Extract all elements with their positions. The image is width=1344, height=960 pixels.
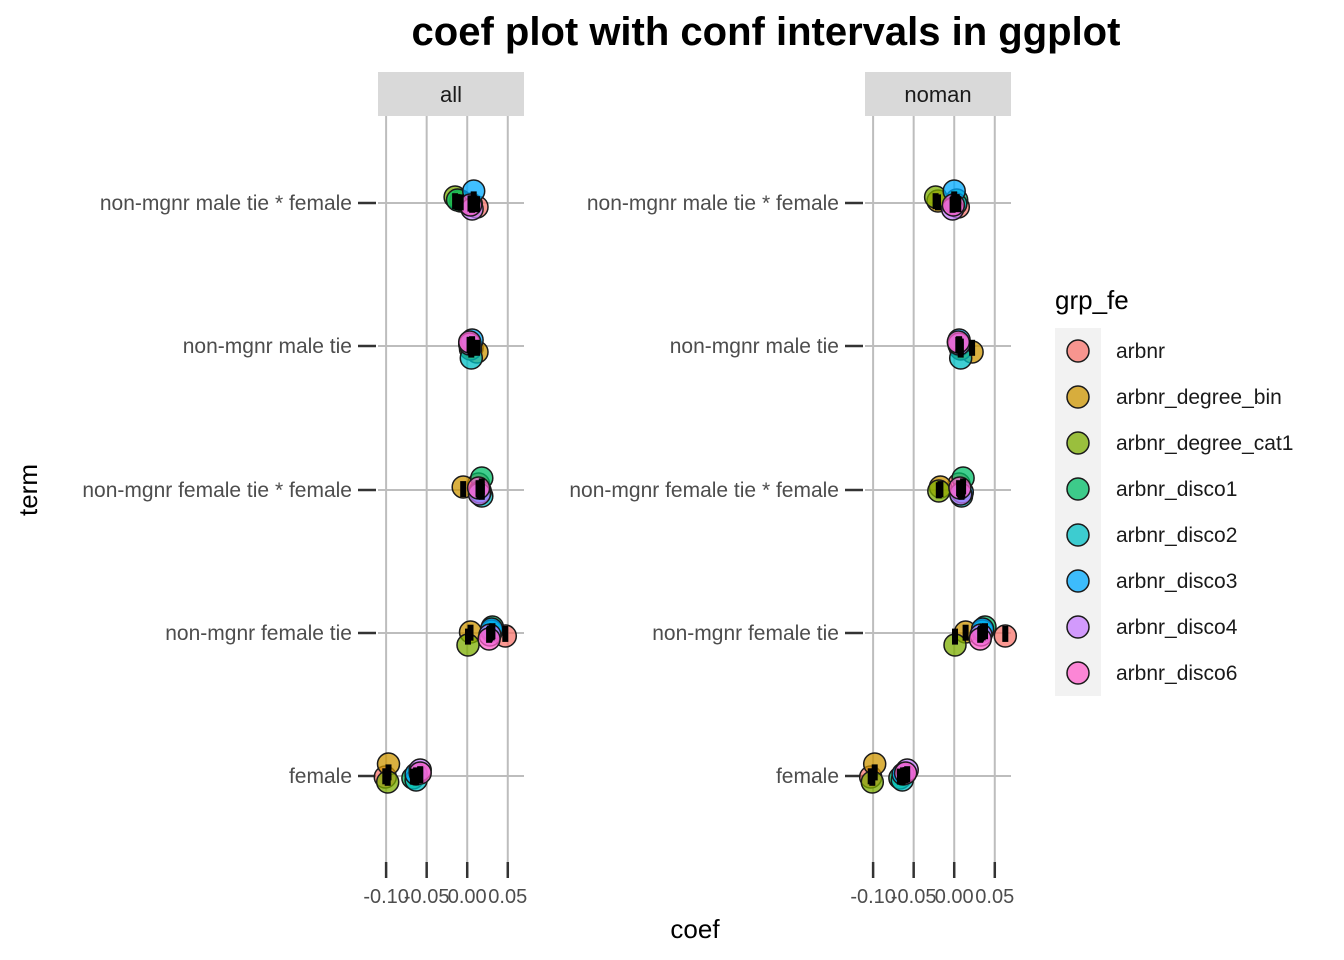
legend-label: arbnr <box>1116 340 1165 363</box>
legend-label: arbnr_disco6 <box>1116 662 1237 685</box>
conf-interval-marker <box>460 481 467 498</box>
legend-swatch-arbnr-degree-bin <box>1066 385 1090 409</box>
conf-interval-marker <box>454 194 461 211</box>
conf-interval-marker <box>1002 625 1009 642</box>
labels-noman: -0.10-0.050.00 0.05 non-mgnr male tie * fe… <box>569 192 1014 908</box>
x-axis-title: coef <box>670 914 720 944</box>
conf-interval-marker <box>457 194 464 211</box>
legend-swatch-arbnr-disco2 <box>1066 523 1090 547</box>
conf-interval-marker <box>465 628 471 645</box>
conf-interval-marker <box>869 769 876 786</box>
legend-title: grp_fe <box>1055 285 1129 315</box>
ticks-noman <box>845 201 997 878</box>
chart-title: coef plot with conf intervals in ggplot <box>412 10 1121 54</box>
facet-panel-noman: noman -0.10-0.050.00 0.05 non-mgnr male ti… <box>569 72 1018 908</box>
conf-interval-marker <box>935 482 942 499</box>
x-tick-label: -0.05 <box>891 886 937 908</box>
conf-interval-marker <box>932 193 939 210</box>
facet-strip-noman <box>865 72 1011 116</box>
conf-interval-marker <box>409 768 416 785</box>
conf-interval-marker <box>413 767 420 784</box>
legend-label: arbnr_disco2 <box>1116 524 1237 547</box>
y-tick-label: female <box>776 765 839 788</box>
y-tick-label: non-mgnr male tie * female <box>100 192 352 215</box>
conf-interval-marker <box>384 769 391 786</box>
conf-interval-marker <box>502 625 509 642</box>
conf-interval-marker <box>474 196 480 213</box>
legend-swatch-arbnr-disco1 <box>1066 477 1090 501</box>
y-tick-label: female <box>289 765 352 788</box>
y-tick-label: non-mgnr male tie <box>670 335 839 358</box>
facet-strip-label-noman: noman <box>904 82 971 107</box>
conf-interval-marker <box>466 336 473 353</box>
x-tick-label: 0.05 <box>975 886 1014 908</box>
legend-swatch-arbnr-disco3 <box>1066 569 1090 593</box>
conf-interval-marker <box>467 195 474 212</box>
conf-interval-marker <box>902 767 909 784</box>
y-tick-label: non-mgnr male tie * female <box>587 192 839 215</box>
grid-all <box>378 116 524 862</box>
y-tick-label: non-mgnr female tie * female <box>569 479 839 502</box>
conf-interval-marker <box>475 481 482 498</box>
legend-swatch-arbnr-disco4 <box>1066 615 1090 639</box>
points-noman <box>858 179 1018 794</box>
points-all <box>373 179 518 794</box>
facet-strip-all <box>378 72 524 116</box>
legend-label: arbnr_disco3 <box>1116 570 1237 593</box>
conf-interval-marker <box>950 195 957 212</box>
conf-interval-marker <box>956 481 963 498</box>
x-tick-label: -0.10 <box>850 886 896 908</box>
ticks-all <box>358 201 510 878</box>
y-tick-label: non-mgnr male tie <box>183 335 352 358</box>
x-tick-label: -0.10 <box>363 886 409 908</box>
facet-panel-all: all -0.10-0.050.00 0.05 non-mgnr male tie … <box>82 72 527 908</box>
conf-interval-marker <box>417 767 424 784</box>
conf-interval-marker <box>977 626 984 643</box>
legend-swatch-arbnr-disco6 <box>1066 661 1090 685</box>
y-tick-label: non-mgnr female tie * female <box>82 479 352 502</box>
legend-swatch-arbnr <box>1066 339 1090 363</box>
conf-interval-marker <box>962 624 969 641</box>
legend-label: arbnr_disco4 <box>1116 616 1238 639</box>
legend-label: arbnr_disco1 <box>1116 478 1237 501</box>
x-tick-label: 0.05 <box>488 886 527 908</box>
conf-interval-marker <box>952 628 958 645</box>
legend-label: arbnr_degree_cat1 <box>1116 432 1293 455</box>
facet-strip-label-all: all <box>440 82 462 107</box>
y-tick-label: non-mgnr female tie <box>165 622 352 645</box>
labels-all: -0.10-0.050.00 0.05 non-mgnr male tie * fe… <box>82 192 527 908</box>
x-tick-label: 0.00 <box>448 886 487 908</box>
legend: grp_fe arbnr arbnr_degree_bin arbnr_degree… <box>1055 285 1293 696</box>
conf-interval-marker <box>474 339 480 356</box>
y-tick-label: non-mgnr female tie <box>652 622 839 645</box>
x-tick-label: -0.05 <box>404 886 450 908</box>
legend-label: arbnr_degree_bin <box>1116 386 1282 409</box>
conf-interval-marker <box>486 626 493 643</box>
x-tick-label: 0.00 <box>935 886 974 908</box>
legend-swatch-arbnr-degree-cat1 <box>1066 431 1090 455</box>
y-axis-title: term <box>13 464 43 516</box>
conf-interval-marker <box>969 339 976 356</box>
conf-interval-marker <box>955 336 962 353</box>
